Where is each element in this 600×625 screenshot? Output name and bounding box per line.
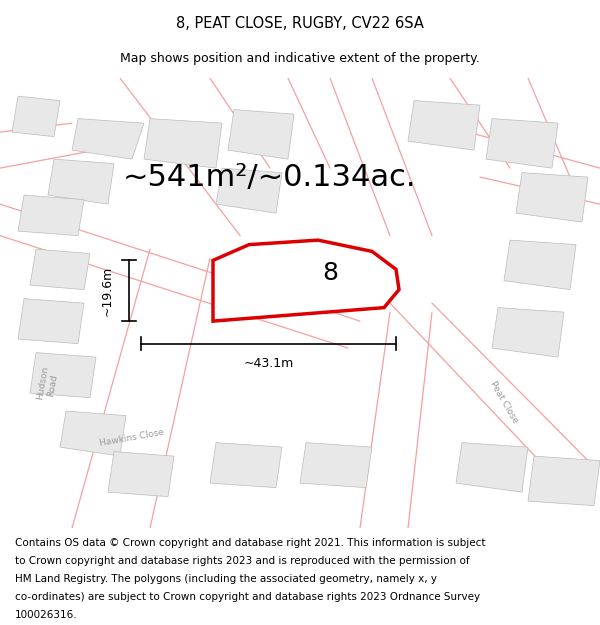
Polygon shape xyxy=(60,411,126,456)
Polygon shape xyxy=(213,240,399,321)
Polygon shape xyxy=(72,119,144,159)
Polygon shape xyxy=(30,249,90,289)
Polygon shape xyxy=(144,119,222,168)
Polygon shape xyxy=(18,299,84,344)
Polygon shape xyxy=(456,442,528,492)
Polygon shape xyxy=(492,308,564,357)
Text: 8: 8 xyxy=(322,261,338,285)
Polygon shape xyxy=(264,244,330,285)
Polygon shape xyxy=(12,96,60,137)
Polygon shape xyxy=(18,195,84,236)
Text: ~19.6m: ~19.6m xyxy=(101,266,114,316)
Polygon shape xyxy=(408,101,480,150)
Polygon shape xyxy=(48,159,114,204)
Polygon shape xyxy=(528,456,600,506)
Text: to Crown copyright and database rights 2023 and is reproduced with the permissio: to Crown copyright and database rights 2… xyxy=(15,556,470,566)
Text: 8, PEAT CLOSE, RUGBY, CV22 6SA: 8, PEAT CLOSE, RUGBY, CV22 6SA xyxy=(176,16,424,31)
Text: ~43.1m: ~43.1m xyxy=(244,357,293,370)
Text: co-ordinates) are subject to Crown copyright and database rights 2023 Ordnance S: co-ordinates) are subject to Crown copyr… xyxy=(15,592,480,602)
Text: ~541m²/~0.134ac.: ~541m²/~0.134ac. xyxy=(123,162,417,192)
Text: 100026316.: 100026316. xyxy=(15,609,77,619)
Polygon shape xyxy=(486,119,558,168)
Text: Peat Close: Peat Close xyxy=(488,379,520,425)
Polygon shape xyxy=(516,173,588,222)
Text: Contains OS data © Crown copyright and database right 2021. This information is : Contains OS data © Crown copyright and d… xyxy=(15,538,485,548)
Text: Hudson
Road: Hudson Road xyxy=(35,366,61,403)
Polygon shape xyxy=(228,109,294,159)
Text: Map shows position and indicative extent of the property.: Map shows position and indicative extent… xyxy=(120,52,480,65)
Text: Hawkins Close: Hawkins Close xyxy=(99,428,165,448)
Polygon shape xyxy=(210,442,282,488)
Polygon shape xyxy=(216,168,282,213)
Polygon shape xyxy=(300,442,372,488)
Polygon shape xyxy=(108,452,174,497)
Polygon shape xyxy=(30,352,96,398)
Polygon shape xyxy=(504,240,576,289)
Text: HM Land Registry. The polygons (including the associated geometry, namely x, y: HM Land Registry. The polygons (includin… xyxy=(15,574,437,584)
